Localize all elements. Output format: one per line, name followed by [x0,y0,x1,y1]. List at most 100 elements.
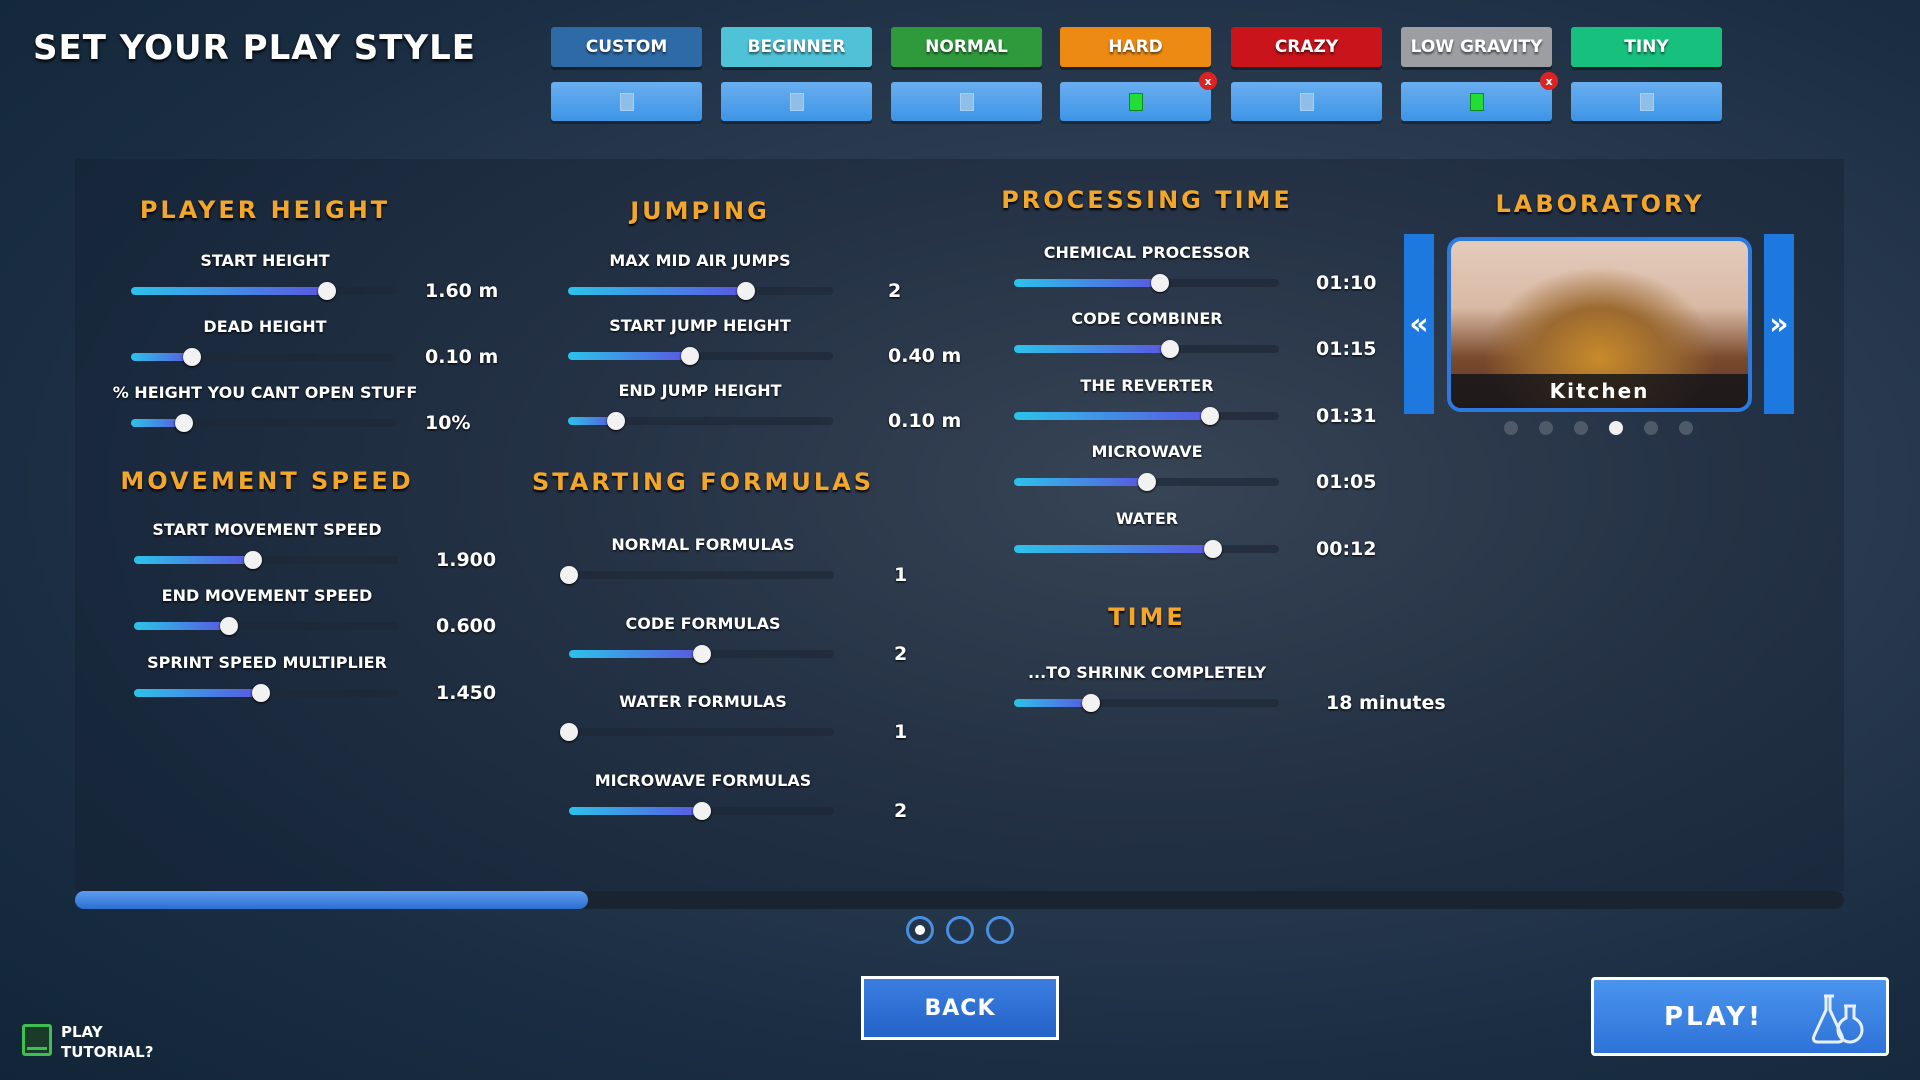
slider[interactable] [1014,473,1279,491]
floppy-disk-icon [1639,92,1654,111]
slider-handle[interactable] [736,282,755,300]
laboratory-dot[interactable] [1574,421,1588,435]
slider-value: 18 minutes [1326,692,1446,714]
slider[interactable] [568,282,833,300]
slider-handle[interactable] [560,723,578,741]
preset-hard-button[interactable]: HARD [1060,27,1211,67]
slider[interactable] [131,348,396,366]
slider-value: 01:15 [1316,338,1377,360]
slider-handle[interactable] [692,802,711,820]
slider[interactable] [134,617,399,635]
slider[interactable] [1014,407,1279,425]
save-slot-button[interactable]: x [1060,72,1217,121]
slider-label: CHEMICAL PROCESSOR [1043,243,1251,262]
delete-save-icon[interactable]: x [1199,72,1217,90]
slider-label: SPRINT SPEED MULTIPLIER [147,653,387,672]
slider-handle[interactable] [175,414,193,432]
slider[interactable] [568,347,833,365]
slider[interactable] [134,684,399,702]
slider[interactable] [131,414,396,432]
save-slot-button[interactable] [551,82,702,121]
slider-fill [568,352,690,360]
lab-next-button[interactable]: » [1764,234,1794,414]
slider-value: 1 [894,564,908,586]
slider-label: MICROWAVE [1091,442,1203,461]
slider[interactable] [560,723,834,741]
slider[interactable] [569,645,834,663]
laboratory-dot[interactable] [1539,421,1553,435]
slider-fill [131,353,192,361]
floppy-disk-icon [959,92,974,111]
slider[interactable] [134,551,399,569]
slider[interactable] [131,282,396,300]
preset-crazy-button[interactable]: CRAZY [1231,27,1382,67]
preset-normal-button[interactable]: NORMAL [891,27,1042,67]
page-dot[interactable] [906,916,934,944]
page-title: SET YOUR PLAY STYLE [33,28,476,68]
slider-handle[interactable] [1150,274,1169,292]
slider-fill [568,417,616,425]
section-heading: JUMPING [630,197,770,225]
delete-save-icon[interactable]: x [1540,72,1558,90]
slider-handle[interactable] [1137,473,1156,491]
save-slot-button[interactable] [1571,82,1722,121]
slider-handle[interactable] [220,617,239,635]
laboratory-heading: LABORATORY [1495,190,1705,218]
laboratory-dot[interactable] [1644,421,1658,435]
slider-label: END MOVEMENT SPEED [161,586,373,605]
save-slot-button[interactable] [1231,82,1382,121]
slider[interactable] [1014,340,1279,358]
play-button[interactable]: PLAY! [1591,977,1889,1056]
floppy-disk-icon [619,92,634,111]
slider-fill [1014,279,1160,287]
preset-tiny-button[interactable]: TINY [1571,27,1722,67]
horizontal-scrollbar[interactable] [75,891,1844,909]
play-label: PLAY! [1664,1001,1763,1032]
slider-label: WATER FORMULAS [619,692,787,711]
slider-handle[interactable] [1161,340,1180,358]
slider-handle[interactable] [692,645,711,663]
slider-value: 2 [888,280,902,302]
slider-handle[interactable] [318,282,337,300]
preset-custom-button[interactable]: CUSTOM [551,27,702,67]
page-dot[interactable] [986,916,1014,944]
slider-label: CODE FORMULAS [625,614,781,633]
slider-label: MAX MID AIR JUMPS [609,251,791,270]
tutorial-checkbox[interactable] [22,1024,52,1056]
slider-handle[interactable] [560,566,578,584]
slider-handle[interactable] [182,348,201,366]
slider[interactable] [1014,540,1279,558]
slider-handle[interactable] [606,412,625,430]
slider[interactable] [569,802,834,820]
preset-low-gravity-button[interactable]: LOW GRAVITY [1401,27,1552,67]
laboratory-dot[interactable] [1504,421,1518,435]
slider-handle[interactable] [244,551,263,569]
laboratory-name: Kitchen [1451,374,1748,408]
section-heading: TIME [1108,603,1186,631]
lab-prev-button[interactable]: « [1404,234,1434,414]
preset-beginner-button[interactable]: BEGINNER [721,27,872,67]
laboratory-dot[interactable] [1609,421,1623,435]
slider-handle[interactable] [680,347,699,365]
slider[interactable] [568,412,833,430]
back-button[interactable]: BACK [861,976,1059,1040]
slider[interactable] [560,566,834,584]
slider-fill [1014,545,1213,553]
scrollbar-thumb[interactable] [75,891,588,909]
slider[interactable] [1014,694,1279,712]
slider-handle[interactable] [1201,407,1220,425]
save-slot-button[interactable] [721,82,872,121]
book-icon [27,1047,47,1050]
page-dot[interactable] [946,916,974,944]
laboratory-dot[interactable] [1679,421,1693,435]
slider-handle[interactable] [252,684,271,702]
section-heading: PLAYER HEIGHT [139,196,391,224]
laboratory-preview-image[interactable]: Kitchen [1447,237,1752,412]
slider-handle[interactable] [1081,694,1100,712]
save-slot-button[interactable] [891,82,1042,121]
slider[interactable] [1014,274,1279,292]
save-slot-button[interactable]: x [1401,72,1558,121]
slider-handle[interactable] [1203,540,1222,558]
tutorial-line1: PLAY [61,1023,103,1041]
slider-fill [134,689,262,697]
